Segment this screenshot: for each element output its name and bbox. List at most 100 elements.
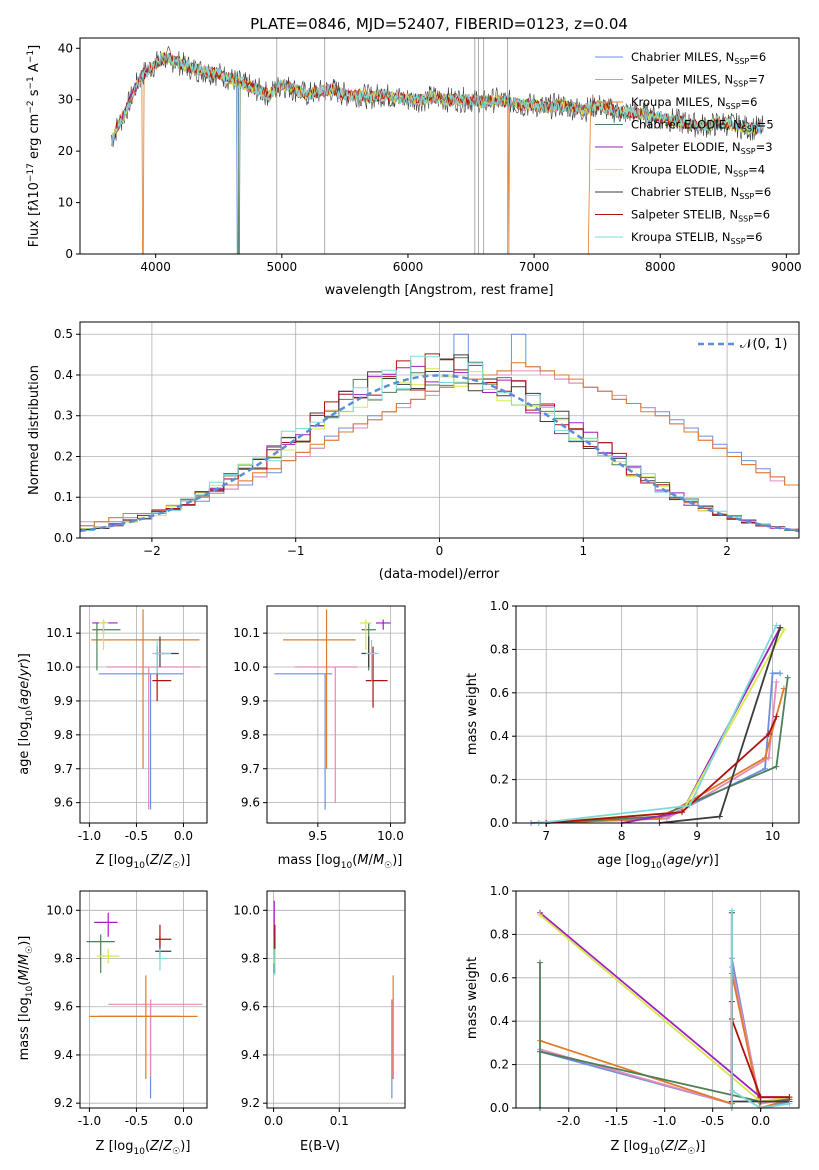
zweight-panel-marks [536,907,793,1111]
zmass-panel-frame [79,890,208,1109]
ebv-panel-frame [266,890,406,1109]
y-tick-label: 9.8 [54,952,73,966]
legend-label: Salpeter MILES, NSSP=7 [631,73,765,89]
spectrum-series-line [111,52,764,146]
weight-marker [757,1094,764,1101]
zweight-panel-grid [516,890,799,1109]
y-tick-label: 10.0 [233,660,260,674]
spectrum-series-line [111,52,592,254]
weight-marker [777,670,784,677]
weight-line [546,688,785,824]
legend-sub: SSP [738,215,753,224]
x-tick-label: 9000 [771,260,802,274]
y-tick-label: 0.8 [490,642,509,656]
zweight-ylabel: mass weight [465,957,480,1039]
y-tick-label: 9.6 [54,1000,73,1014]
spectrum-lines [111,38,764,254]
y-tick-label: 10.1 [233,626,260,640]
zmass-ylabel: mass [log10(M/M☉)] [17,936,35,1061]
x-tick-label: -1.5 [605,1114,628,1128]
x-tick-label: 6000 [393,260,424,274]
y-tick-label: 0.4 [54,368,73,382]
ageweight-panel-frame [515,605,800,824]
zmass-panel-marks [86,912,203,1099]
weight-marker [663,815,670,822]
y-tick-label: 0.0 [490,1101,509,1115]
legend-label: Kroupa STELIB, NSSP=6 [631,230,762,246]
legend-sub: SSP [739,192,754,201]
x-tick-label: -1.0 [78,829,101,843]
y-tick-label: 0.6 [490,686,509,700]
spectrum-legend: Chabrier MILES, NSSP=6 Salpeter MILES, NS… [595,50,774,246]
y-tick-label: 9.8 [241,952,260,966]
y-tick-label: 0.0 [490,816,509,830]
y-tick-label: 1.0 [490,884,509,898]
ebv-panel-marks [273,900,394,1099]
zage-panel-marks [91,609,201,810]
legend-label: Chabrier STELIB, NSSP=6 [631,185,771,201]
ageweight-panel-marks [528,622,791,826]
x-tick-label: -2.0 [557,1114,580,1128]
ebv-panel: 0.0 0.1 9.2 9.4 9.6 9.8 10.0 [233,890,406,1128]
massage-panel-marks [274,609,391,810]
y-tick-label: 10.0 [46,660,73,674]
weight-marker [728,907,735,914]
x-tick-label: -1.0 [653,1114,676,1128]
y-tick-label: 9.7 [241,762,260,776]
x-tick-label: −2 [143,544,161,558]
y-tick-label: 0.2 [54,449,73,463]
ageweight-xlabel: age [log10(age/yr)] [597,853,719,871]
zmass-panel-grid [80,891,207,1108]
y-tick-label: 0.8 [490,927,509,941]
y-tick-label: 9.9 [241,694,260,708]
residual-xlabel: (data-model)/error [379,567,500,582]
residual-ticks: −2 −1 0 1 2 0.0 0.1 0.2 0.3 0.4 0.5 [54,327,731,558]
y-tick-label: 20 [58,144,73,158]
weight-marker [786,1100,793,1107]
weight-marker [536,911,543,918]
x-tick-label: 8000 [645,260,676,274]
residual-ylabel: Normed distribution [27,365,42,495]
figure-title: PLATE=0846, MJD=52407, FIBERID=0123, z=0… [250,15,628,33]
weight-line [546,716,778,824]
zage-xlabel: Z [log10(Z/Z☉)] [96,853,191,871]
y-tick-label: 10.1 [46,626,73,640]
y-tick-label: 0 [65,247,73,261]
legend-label: Salpeter STELIB, NSSP=6 [631,208,770,224]
weight-marker [716,813,723,820]
legend-sub: SSP [741,147,756,156]
legend-sub: SSP [733,170,748,179]
x-tick-label: 0.0 [174,1114,193,1128]
y-tick-label: 0.4 [490,729,509,743]
y-tick-label: 1.0 [490,599,509,613]
x-tick-label: 0.1 [330,1114,349,1128]
y-tick-label: 0.2 [490,1058,509,1072]
legend-value: =6 [746,230,763,244]
x-tick-label: 9.5 [308,829,327,843]
legend-value: =4 [748,163,765,177]
y-tick-label: 40 [58,41,73,55]
zweight-panel: -2.0 -1.5 -1.0 -0.5 0.0 0.0 0.2 0.4 0.6 0.8 1.0 [490,884,800,1128]
legend-value: =7 [748,73,765,87]
legend-label: Salpeter ELODIE, NSSP=3 [631,140,773,156]
weight-marker [762,754,769,761]
massage-xlabel: mass [log10(M/M☉)] [278,853,403,871]
residual-histograms [80,333,799,533]
x-tick-label: -0.5 [125,829,148,843]
x-tick-label: 7000 [519,260,550,274]
weight-marker [536,959,543,966]
legend-sub: SSP [731,237,746,246]
y-tick-label: 9.6 [241,1000,260,1014]
spectrum-panel: 4000 5000 6000 7000 8000 9000 0 10 20 30 40 wavele… [26,37,802,298]
legend-sub: SSP [734,57,749,66]
zage-panel: -1.0 -0.5 0.0 9.6 9.7 9.8 9.9 10.0 10.1 [46,605,208,843]
zweight-xlabel: Z [log10(Z/Z☉)] [611,1139,706,1157]
y-tick-label: 9.9 [54,694,73,708]
normal-legend-label: 𝒩(0, 1) [740,337,787,352]
y-tick-label: 10.0 [46,903,73,917]
legend-value: =6 [754,185,771,199]
massage-panel-frame [266,605,406,824]
weight-line [538,629,785,824]
small-panels: -1.0 -0.5 0.0 9.6 9.7 9.8 9.9 10.0 10.1 9.5 10.0 9.… [46,599,800,1128]
